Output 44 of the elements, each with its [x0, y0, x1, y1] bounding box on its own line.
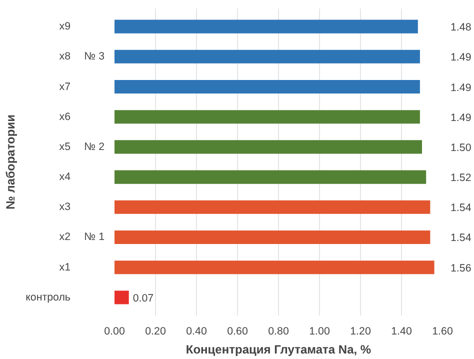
x-tick-label: 0.40	[186, 326, 207, 338]
x-tick-label: 0.60	[227, 326, 248, 338]
y-tick-label: x3	[59, 201, 71, 214]
data-label: 1.48	[450, 22, 472, 34]
data-label: 1.52	[450, 172, 472, 184]
text: № 2	[84, 140, 105, 153]
x-axis-title: Концентрация Глутамата Na, %	[186, 342, 372, 356]
data-label: 1.49	[450, 112, 472, 124]
y-tick-label: x4	[59, 171, 71, 184]
x-tick-label: 1.00	[309, 326, 330, 338]
y-tick-label: x7	[59, 80, 71, 93]
y-tick-label: x9	[59, 20, 71, 33]
bar	[114, 290, 129, 304]
data-label: 1.54	[450, 232, 472, 244]
bar	[114, 200, 430, 214]
data-label: 1.49	[450, 52, 472, 64]
data-label: 1.49	[450, 82, 472, 94]
y-tick-label: x8	[59, 50, 71, 63]
text: № 3	[84, 50, 105, 63]
data-label: 0.07	[132, 292, 154, 304]
x-tick-label: 1.20	[350, 326, 371, 338]
bar	[114, 80, 420, 94]
bar	[114, 230, 430, 244]
y-tick-label: x1	[59, 261, 71, 274]
bar	[114, 50, 420, 64]
text: № 1	[84, 231, 105, 244]
bar	[114, 110, 420, 124]
bar	[114, 170, 426, 184]
data-label: 1.54	[450, 202, 472, 214]
bar	[114, 260, 434, 274]
x-tick-label: 1.40	[391, 326, 412, 338]
y-tick-label: x2	[59, 231, 71, 244]
x-tick-label: 0.20	[145, 326, 166, 338]
data-label: 1.50	[450, 142, 472, 154]
data-label: 1.56	[450, 262, 472, 274]
bar	[114, 140, 422, 154]
y-axis-title: № лаборатории	[4, 114, 18, 210]
y-tick-label: контроль	[26, 291, 71, 304]
y-tick-label: x6	[59, 110, 71, 123]
x-tick-label: 0.80	[268, 326, 289, 338]
bar	[114, 20, 418, 34]
y-tick-label: x5	[59, 140, 71, 153]
x-tick-label: 0.00	[104, 326, 125, 338]
x-tick-label: 1.60	[432, 326, 453, 338]
